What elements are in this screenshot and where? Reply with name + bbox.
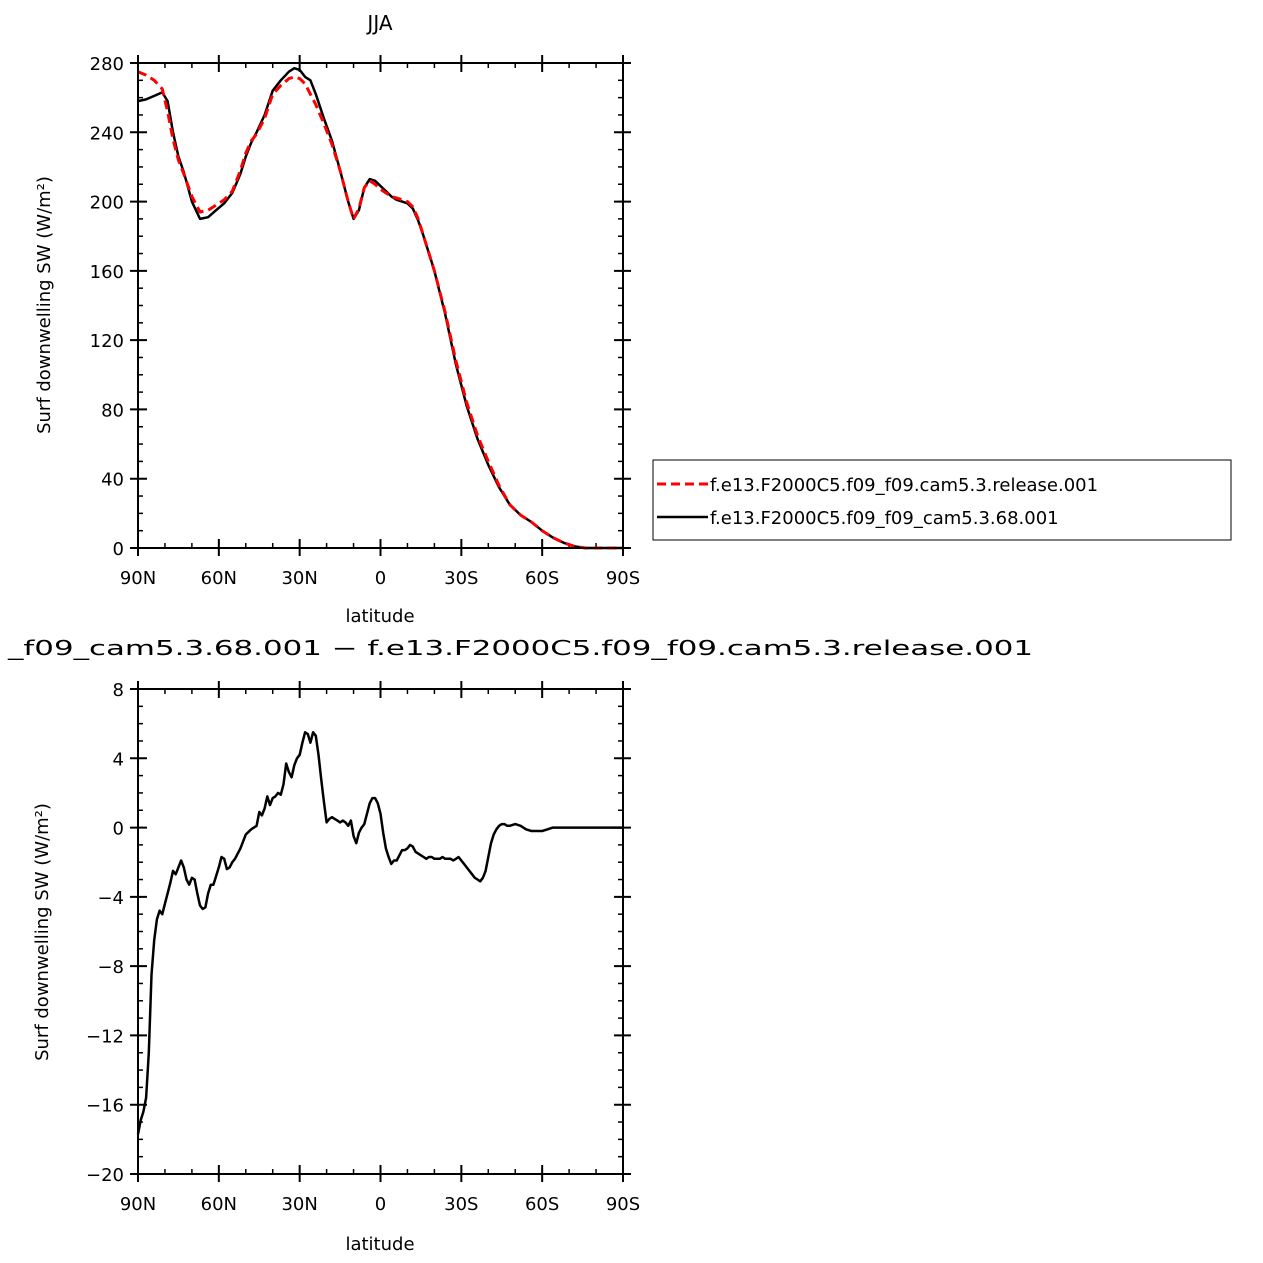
- top-ticks: [130, 55, 631, 556]
- y-tick-label: 240: [90, 123, 124, 144]
- top-x-tick-labels: 90N 60N 30N 0 30S 60S 90S: [120, 568, 640, 589]
- x-tick-label: 60S: [525, 568, 559, 589]
- legend: f.e13.F2000C5.f09_f09.cam5.3.release.001…: [652, 459, 1232, 541]
- legend-label-release: f.e13.F2000C5.f09_f09.cam5.3.release.001: [710, 475, 1098, 496]
- top-panel: JJA 0 40 80 120 160 200 240 280 90N 60N 30N 0 30S 60…: [34, 11, 1232, 627]
- legend-label-cam5368: f.e13.F2000C5.f09_f09_cam5.3.68.001: [710, 508, 1059, 529]
- y-tick-label: 160: [90, 262, 124, 283]
- series-line-release: [137, 70, 623, 550]
- y-tick-label: 40: [101, 470, 124, 491]
- bottom-ticks: [130, 681, 631, 1182]
- y-tick-label: −20: [86, 1165, 124, 1186]
- top-chart-title: JJA: [365, 11, 392, 35]
- y-tick-label: 8: [113, 680, 124, 701]
- x-tick-label: 30S: [444, 568, 478, 589]
- y-tick-label: −12: [86, 1026, 124, 1047]
- y-tick-label: −4: [97, 888, 124, 909]
- x-tick-label: 30N: [281, 1194, 317, 1215]
- top-y-tick-labels: 0 40 80 120 160 200 240 280: [90, 54, 124, 560]
- top-x-axis-title: latitude: [345, 606, 414, 627]
- y-tick-label: 80: [101, 400, 124, 421]
- y-tick-label: −8: [97, 957, 124, 978]
- top-y-axis-title: Surf downwelling SW (W/m²): [34, 176, 55, 434]
- top-plot-frame: [137, 62, 624, 549]
- y-tick-label: −16: [86, 1096, 124, 1117]
- x-tick-label: 30N: [281, 568, 317, 589]
- legend-box: [652, 459, 1232, 541]
- difference-line: [136, 731, 623, 1135]
- y-tick-label: 280: [90, 54, 124, 75]
- bottom-panel: _f09_cam5.3.68.001 − f.e13.F2000C5.f09_f…: [6, 636, 1033, 1255]
- x-tick-label: 60S: [525, 1194, 559, 1215]
- y-tick-label: 120: [90, 331, 124, 352]
- x-tick-label: 60N: [201, 1194, 237, 1215]
- bottom-plot-frame: [137, 688, 624, 1175]
- bottom-chart-title: _f09_cam5.3.68.001 − f.e13.F2000C5.f09_f…: [6, 636, 1033, 660]
- x-tick-label: 30S: [444, 1194, 478, 1215]
- y-tick-label: 4: [113, 749, 124, 770]
- x-tick-label: 90N: [120, 1194, 156, 1215]
- y-tick-label: 0: [113, 819, 124, 840]
- top-series-layer: [137, 66, 623, 550]
- y-tick-label: 0: [113, 539, 124, 560]
- series-line-cam5368: [137, 66, 623, 550]
- bottom-y-axis-title: Surf downwelling SW (W/m²): [32, 803, 53, 1061]
- bottom-series-layer: [136, 731, 623, 1135]
- y-tick-label: 200: [90, 193, 124, 214]
- bottom-y-tick-labels: −20 −16 −12 −8 −4 0 4 8: [86, 680, 124, 1186]
- x-tick-label: 90N: [120, 568, 156, 589]
- x-tick-label: 60N: [201, 568, 237, 589]
- x-tick-label: 90S: [606, 1194, 640, 1215]
- x-tick-label: 90S: [606, 568, 640, 589]
- x-tick-label: 0: [375, 1194, 386, 1215]
- bottom-x-axis-title: latitude: [345, 1234, 414, 1255]
- bottom-x-tick-labels: 90N 60N 30N 0 30S 60S 90S: [120, 1194, 640, 1215]
- x-tick-label: 0: [375, 568, 386, 589]
